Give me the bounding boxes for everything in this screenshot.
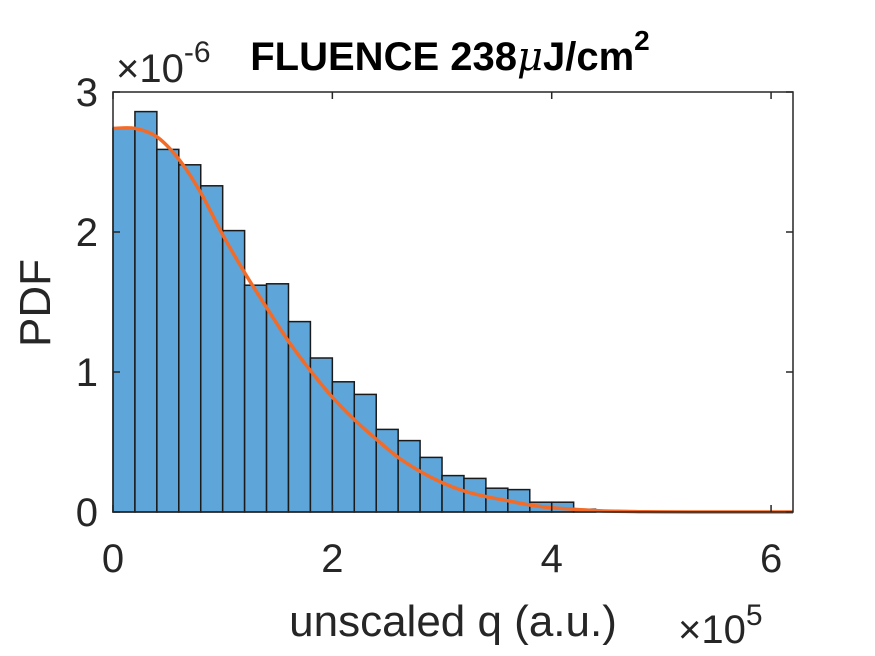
x-axis-label: unscaled q (a.u.) xyxy=(289,597,617,646)
histogram-bar-7 xyxy=(265,283,290,513)
histogram-bar-15 xyxy=(441,474,465,513)
y-tick-label-3: 3 xyxy=(76,71,98,115)
title-mu-symbol: μ xyxy=(517,34,543,80)
histogram-bar-5 xyxy=(221,229,246,513)
x-tick-labels: 0 2 4 6 xyxy=(102,537,782,581)
title-superscript: 2 xyxy=(634,25,650,56)
y-axis-label: PDF xyxy=(11,259,60,347)
histogram-bar-9 xyxy=(309,357,334,513)
histogram-bar-0 xyxy=(112,127,136,513)
histogram-bar-2 xyxy=(156,148,180,513)
title-unit: J/cm xyxy=(543,35,634,79)
histogram-bar-4 xyxy=(199,185,224,513)
histogram-bar-3 xyxy=(178,164,202,513)
histogram-bar-6 xyxy=(243,284,268,513)
x-tick-label-0: 0 xyxy=(102,537,124,581)
x-tick-label-1: 2 xyxy=(321,537,343,581)
y-tick-label-1: 1 xyxy=(76,351,98,395)
x-tick-label-2: 4 xyxy=(541,537,563,581)
chart-title: FLUENCE 238μJ/cm2 xyxy=(250,25,650,80)
x-multiplier-base: ×10 xyxy=(678,608,746,652)
x-tick-label-3: 6 xyxy=(760,537,782,581)
y-multiplier-base: ×10 xyxy=(116,47,184,91)
histogram-bar-1 xyxy=(134,110,158,513)
histogram-bars xyxy=(112,110,597,513)
x-axis-multiplier: ×105 xyxy=(678,599,763,652)
y-tick-label-2: 2 xyxy=(76,211,98,255)
plot-area-box xyxy=(112,91,794,513)
histogram-bar-13 xyxy=(397,439,421,513)
y-multiplier-exponent: -6 xyxy=(184,36,211,69)
y-tick-label-0: 0 xyxy=(76,491,98,535)
histogram-bar-14 xyxy=(419,456,443,513)
histogram-bar-11 xyxy=(353,393,377,513)
title-prefix: FLUENCE 238 xyxy=(250,35,517,79)
x-multiplier-exponent: 5 xyxy=(746,599,763,632)
axis-ticks xyxy=(112,91,793,513)
y-tick-labels: 0 1 2 3 xyxy=(76,71,98,535)
histogram-bar-8 xyxy=(287,320,312,513)
y-axis-multiplier: ×10-6 xyxy=(116,36,211,91)
